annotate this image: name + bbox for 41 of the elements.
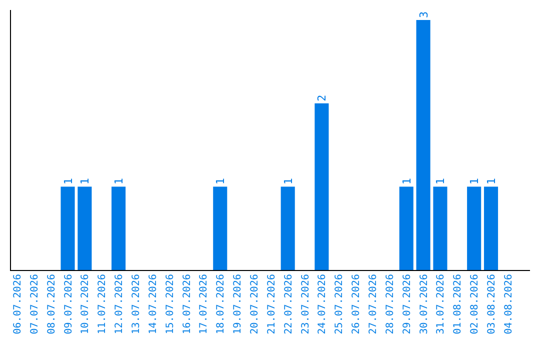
x-tick-label: 26.07.2026 [351,274,362,334]
data-label: 1 [214,178,228,185]
x-tick-label: 07.07.2026 [29,274,40,334]
x-tick-label: 10.07.2026 [80,274,92,334]
x-tick-label: 15.07.2026 [164,274,176,334]
x-tick-label: 25.07.2026 [334,274,346,334]
data-label: 1 [434,178,448,185]
x-tick-label: 04.08.2026 [503,274,514,334]
x-tick-label: 21.07.2026 [266,274,278,334]
x-tick-label: 24.07.2026 [317,274,328,334]
x-tick-label: 18.07.2026 [216,274,227,334]
x-tick-label: 22.07.2026 [283,274,294,334]
data-label: 1 [485,178,498,185]
data-label: 1 [468,178,482,185]
data-label: 1 [400,178,414,185]
x-tick-label: 19.07.2026 [232,274,244,334]
x-tick-label: 31.07.2026 [436,274,447,334]
x-tick-label: 14.07.2026 [148,274,159,334]
x-tick-label: 27.07.2026 [368,274,379,334]
data-label: 3 [417,11,430,18]
x-tick-label: 02.08.2026 [470,274,481,334]
x-tick-label: 09.07.2026 [63,274,74,334]
x-tick-label: 23.07.2026 [300,274,312,334]
x-tick-label: 16.07.2026 [182,274,193,334]
x-tick-label: 08.07.2026 [46,274,58,334]
data-label: 1 [62,178,75,185]
x-tick-label: 06.07.2026 [12,274,24,334]
x-tick-label: 11.07.2026 [97,274,108,334]
x-tick-label: 28.07.2026 [384,274,396,334]
x-tick-label: 12.07.2026 [114,274,126,334]
x-tick-label: 17.07.2026 [198,274,210,334]
x-tick-label: 20.07.2026 [249,274,260,334]
x-tick-label: 01.08.2026 [452,274,464,334]
x-tick-label: 03.08.2026 [486,274,498,334]
data-label: 1 [112,178,126,185]
x-tick-label: 29.07.2026 [402,274,413,334]
x-tick-label: 13.07.2026 [130,274,142,334]
data-label: 2 [316,94,329,102]
data-label: 1 [78,178,92,185]
data-label: 1 [282,178,295,185]
x-tick-label: 30.07.2026 [418,274,430,334]
